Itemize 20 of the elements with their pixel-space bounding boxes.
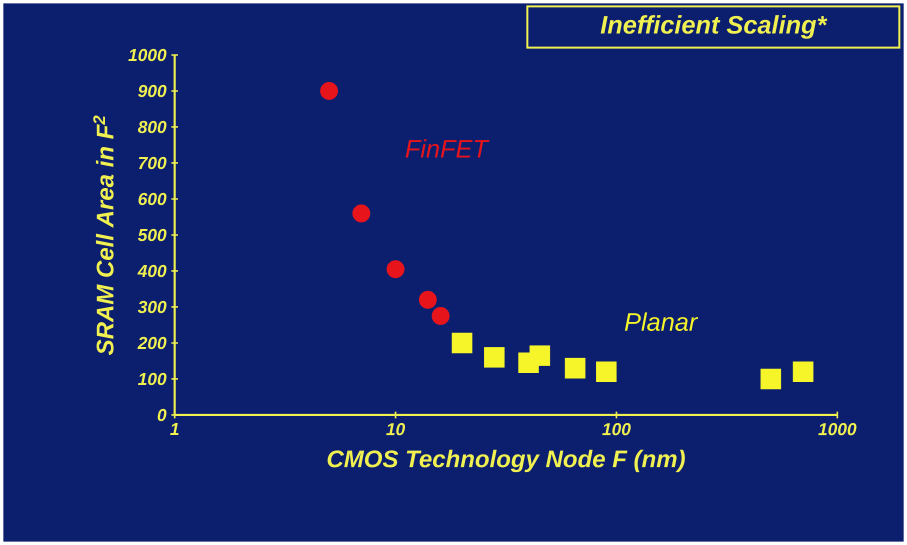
y-tick-label: 500 bbox=[138, 228, 166, 242]
y-tick-label: 1000 bbox=[128, 48, 166, 62]
y-tick-label: 600 bbox=[138, 192, 166, 206]
x-tick-label: 100 bbox=[602, 423, 631, 436]
y-axis-title: SRAM Cell Area in F$^{2}$ bbox=[93, 115, 114, 356]
y-tick-label: 800 bbox=[138, 120, 166, 134]
series-label: Planar bbox=[624, 312, 698, 331]
x-tick-label: 1000 bbox=[818, 423, 856, 436]
y-tick-label: 200 bbox=[137, 336, 166, 350]
y-tick-label: 0 bbox=[158, 408, 166, 422]
y-tick-label: 400 bbox=[137, 264, 166, 278]
x-axis-title: CMOS Technology Node F (nm) bbox=[328, 450, 685, 472]
chart-title: Inefficient Scaling* bbox=[600, 15, 828, 39]
x-tick-label: 10 bbox=[386, 423, 406, 436]
x-tick-label: 1 bbox=[170, 423, 179, 435]
text: FinFET bbox=[406, 139, 490, 158]
y-tick-label: 900 bbox=[138, 84, 166, 98]
y-tick-label: 300 bbox=[138, 300, 166, 314]
y-tick-label: 700 bbox=[138, 156, 166, 170]
y-tick-label: 100 bbox=[138, 372, 166, 386]
